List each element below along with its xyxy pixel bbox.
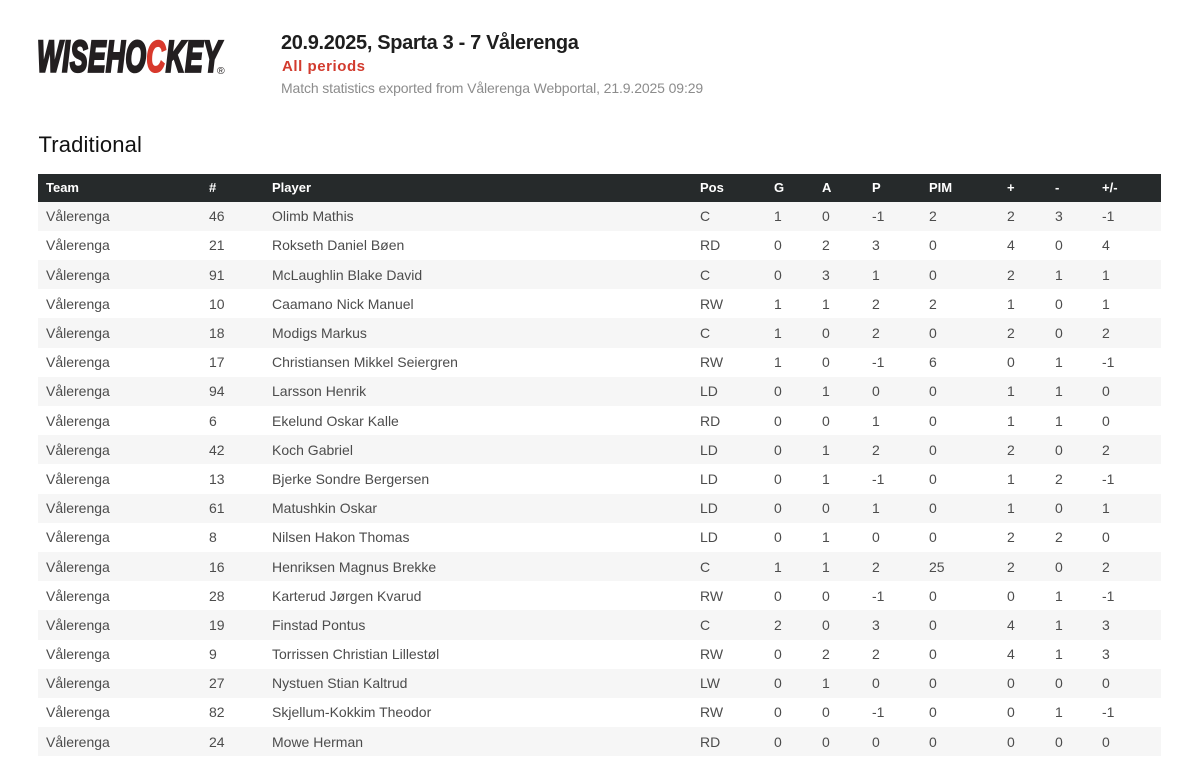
svg-text:WISEHOCKEY: WISEHOCKEY (36, 31, 222, 77)
